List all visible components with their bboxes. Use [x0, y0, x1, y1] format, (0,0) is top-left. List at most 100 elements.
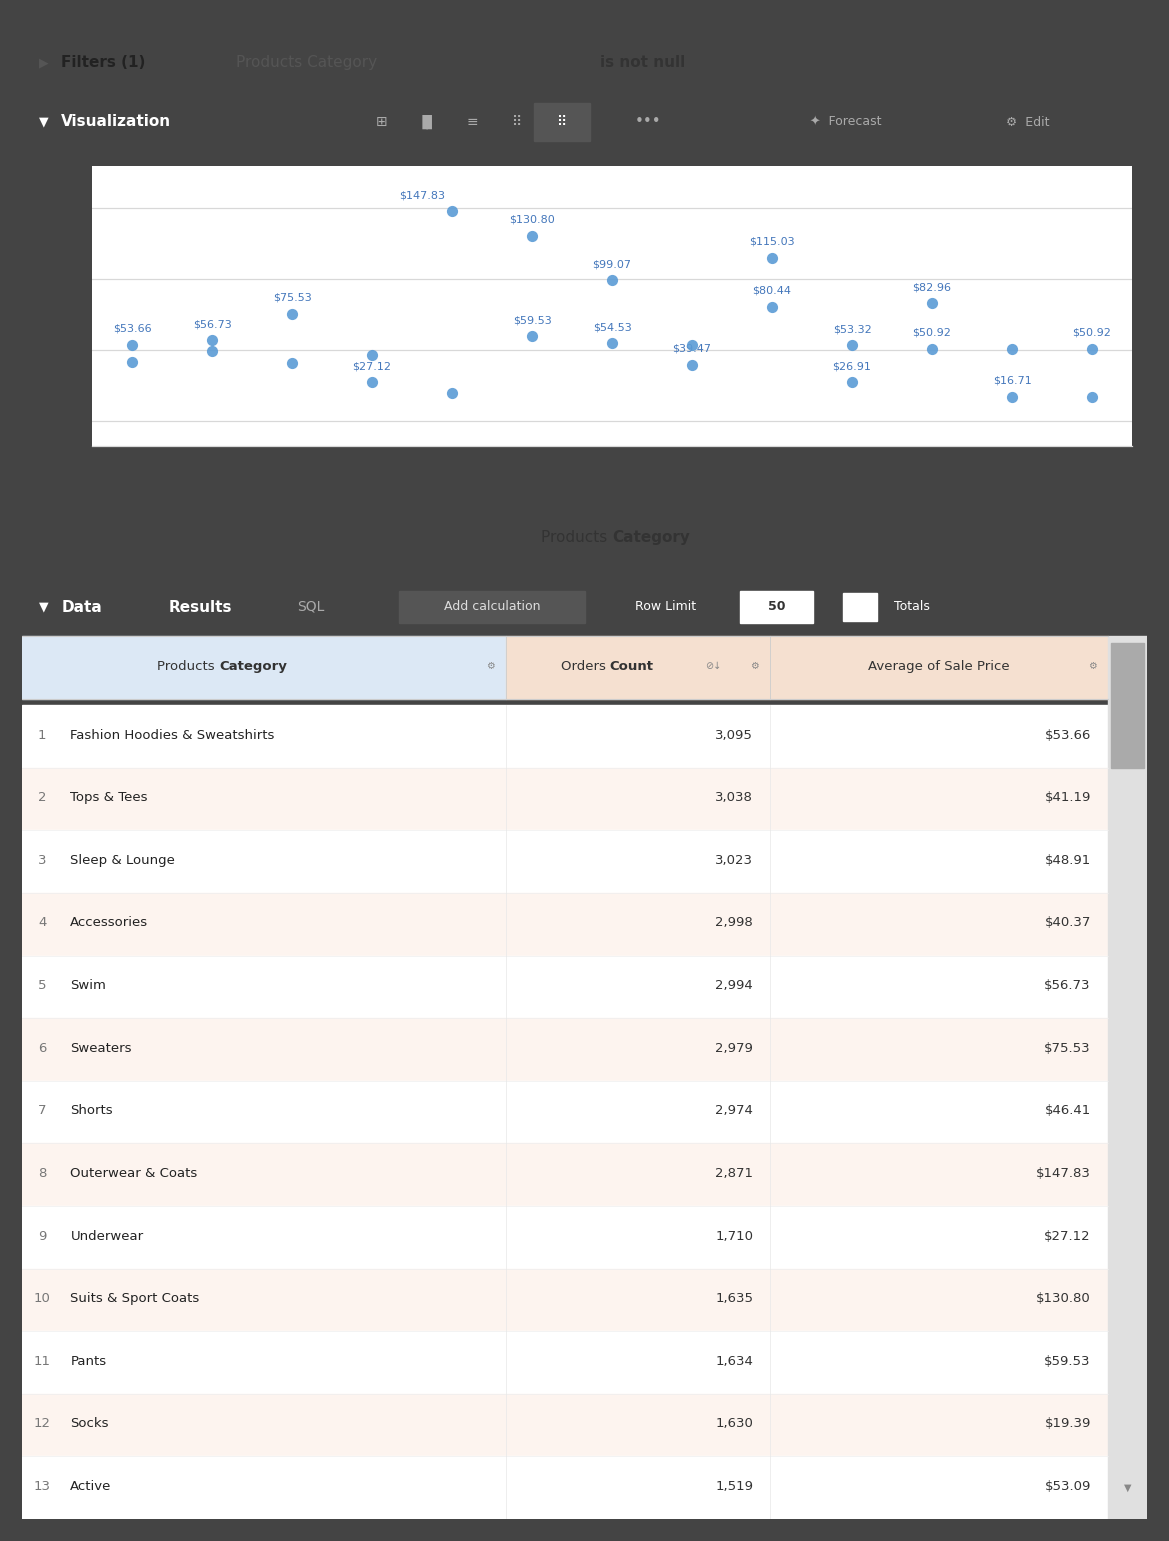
Text: 6: 6	[39, 1042, 47, 1054]
Text: 1,635: 1,635	[715, 1291, 753, 1305]
Text: Row Limit: Row Limit	[635, 601, 697, 613]
Y-axis label: Average of Sale Price: Average of Sale Price	[0, 233, 14, 379]
Point	[523, 223, 541, 248]
Text: $82.96: $82.96	[913, 282, 952, 293]
Text: $39.47: $39.47	[672, 344, 712, 353]
Text: 4: 4	[39, 917, 47, 929]
Point	[922, 291, 941, 316]
Text: is not null: is not null	[600, 55, 685, 69]
Point	[1082, 336, 1101, 361]
Text: $115.03: $115.03	[749, 237, 795, 247]
Text: Products: Products	[157, 660, 219, 673]
Text: 5: 5	[39, 979, 47, 992]
Bar	[770, 636, 1107, 700]
Text: Data: Data	[62, 599, 102, 615]
Point	[202, 339, 221, 364]
Text: Pants: Pants	[70, 1355, 106, 1368]
Bar	[22, 706, 1107, 767]
Text: Filters (1): Filters (1)	[62, 55, 146, 69]
Text: $130.80: $130.80	[510, 214, 555, 225]
Text: $147.83: $147.83	[1036, 1167, 1091, 1180]
Text: Swim: Swim	[70, 979, 106, 992]
Text: 2,994: 2,994	[715, 979, 753, 992]
Text: ⚙: ⚙	[1087, 661, 1097, 672]
Text: $50.92: $50.92	[1073, 327, 1112, 337]
Text: 1,710: 1,710	[715, 1230, 753, 1242]
Text: $40.37: $40.37	[1044, 917, 1091, 929]
Point	[1003, 385, 1022, 410]
Text: ⊞: ⊞	[376, 116, 388, 129]
Text: 9: 9	[39, 1230, 47, 1242]
Bar	[22, 636, 506, 700]
Point	[1082, 385, 1101, 410]
Text: Count: Count	[610, 660, 653, 673]
Text: Add calculation: Add calculation	[444, 601, 540, 613]
Text: Active: Active	[70, 1479, 112, 1493]
Text: $56.73: $56.73	[1044, 979, 1091, 992]
Bar	[534, 103, 590, 142]
Text: $53.66: $53.66	[1044, 729, 1091, 741]
Bar	[22, 1143, 1107, 1207]
Text: 3,038: 3,038	[715, 791, 753, 804]
Point	[283, 302, 302, 327]
Text: $99.07: $99.07	[593, 259, 631, 270]
Text: 8: 8	[39, 1167, 47, 1180]
Bar	[22, 831, 1107, 892]
Text: Suits & Sport Coats: Suits & Sport Coats	[70, 1291, 200, 1305]
Text: Outerwear & Coats: Outerwear & Coats	[70, 1167, 198, 1180]
Text: Products: Products	[541, 530, 613, 546]
Text: 3,095: 3,095	[715, 729, 753, 741]
Text: Sweaters: Sweaters	[70, 1042, 132, 1054]
Text: Average of Sale Price: Average of Sale Price	[869, 660, 1010, 673]
Text: Orders: Orders	[561, 660, 610, 673]
Text: ⊘↓: ⊘↓	[705, 661, 721, 672]
Bar	[399, 590, 584, 623]
Text: ▼: ▼	[1123, 1482, 1132, 1493]
Point	[843, 333, 862, 358]
Text: ▶: ▶	[39, 55, 48, 69]
Text: $46.41: $46.41	[1044, 1105, 1091, 1117]
Point	[1003, 336, 1022, 361]
Text: Accessories: Accessories	[70, 917, 148, 929]
Text: $27.12: $27.12	[353, 361, 392, 371]
Text: ≡: ≡	[466, 116, 478, 129]
Bar	[1111, 643, 1143, 767]
Text: Fashion Hoodies & Sweatshirts: Fashion Hoodies & Sweatshirts	[70, 729, 275, 741]
Text: 3: 3	[39, 854, 47, 868]
Text: $75.53: $75.53	[1044, 1042, 1091, 1054]
Text: Visualization: Visualization	[62, 114, 172, 129]
Text: 10: 10	[34, 1291, 50, 1305]
Bar	[22, 1393, 1107, 1456]
Text: Totals: Totals	[894, 601, 929, 613]
Text: 7: 7	[39, 1105, 47, 1117]
Text: $26.91: $26.91	[832, 362, 871, 371]
Bar	[22, 1019, 1107, 1080]
Text: $50.92: $50.92	[913, 327, 952, 337]
Point	[362, 342, 381, 367]
Bar	[22, 1331, 1107, 1393]
Point	[362, 370, 381, 394]
Text: $80.44: $80.44	[753, 285, 791, 296]
Text: Category: Category	[219, 660, 286, 673]
Text: $59.53: $59.53	[513, 316, 552, 325]
Text: $56.73: $56.73	[193, 319, 231, 330]
Text: $147.83: $147.83	[399, 191, 444, 200]
Bar	[506, 636, 770, 700]
Text: ⚙: ⚙	[750, 661, 759, 672]
Bar	[22, 1456, 1107, 1519]
Point	[683, 353, 701, 378]
Point	[603, 268, 622, 293]
Text: 2,998: 2,998	[715, 917, 753, 929]
Text: 1,634: 1,634	[715, 1355, 753, 1368]
Text: $27.12: $27.12	[1044, 1230, 1091, 1242]
Text: $53.32: $53.32	[832, 324, 871, 334]
Text: $48.91: $48.91	[1044, 854, 1091, 868]
Bar	[22, 892, 1107, 955]
Text: ▼: ▼	[39, 601, 48, 613]
Bar	[22, 767, 1107, 831]
Text: SQL: SQL	[298, 599, 325, 613]
Bar	[740, 590, 812, 623]
Text: ⚙: ⚙	[486, 661, 494, 672]
Point	[443, 199, 462, 223]
Bar	[22, 1268, 1107, 1331]
